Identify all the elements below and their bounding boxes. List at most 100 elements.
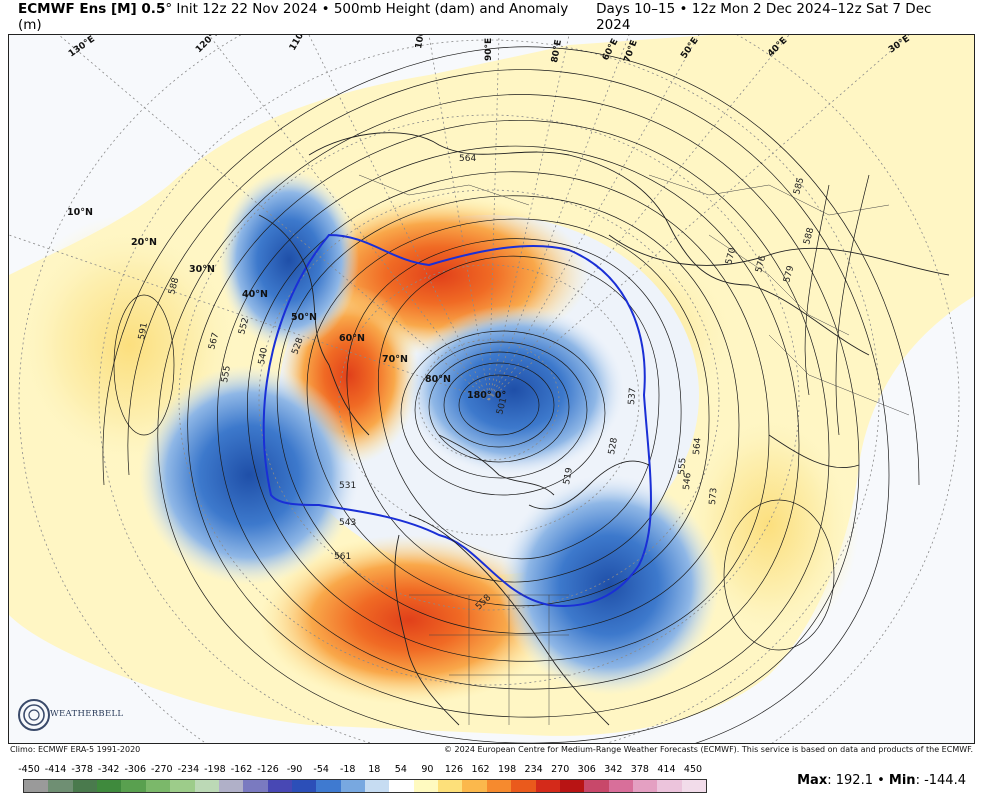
lat-label-70n: 70°N [382, 354, 408, 365]
colorbar-swatch [559, 780, 585, 792]
negative-anomaly-east-us [499, 475, 719, 695]
colorbar-tick-label: -450 [18, 764, 40, 775]
contour-label: 588 [802, 226, 816, 245]
colorbar-tick-label: -306 [124, 764, 147, 775]
map-panel: 10°N 20°N 30°N 40°N 50°N 60°N 70°N 80°N … [8, 34, 975, 744]
colorbar-tick-label: 126 [444, 764, 464, 775]
colorbar-swatch [511, 780, 536, 792]
max-label: Max [797, 773, 828, 788]
contour-label: 540 [257, 347, 270, 366]
thick-546-contour [262, 233, 652, 607]
colorbar-tick-label: 54 [394, 764, 407, 775]
weatherbell-logo: WEATHERBELL [14, 695, 123, 735]
contour-label: 519 [562, 467, 575, 486]
copyright-credit: © 2024 European Centre for Medium-Range … [444, 745, 973, 754]
negative-anomaly-arctic [404, 305, 624, 475]
polar-map: 10°N 20°N 30°N 40°N 50°N 60°N 70°N 80°N … [9, 35, 974, 743]
contour-label: 501 [495, 397, 509, 416]
logo-text: WEATHERBELL [50, 709, 124, 719]
contour-label: 546 [682, 472, 693, 490]
colorbar-tick-label: 450 [683, 764, 703, 775]
colorbar-tick-label: -18 [339, 764, 356, 775]
colorbar-swatches [23, 779, 707, 793]
contour-label: 588 [167, 276, 181, 295]
colorbar-swatch [243, 780, 268, 792]
lat-label-50n: 50°N [291, 312, 317, 323]
climo-credit: Climo: ECMWF ERA-5 1991-2020 [10, 745, 141, 754]
colorbar-tick-label: -162 [230, 764, 253, 775]
colorbar-tick-label: -342 [97, 764, 120, 775]
contour-label: 555 [677, 457, 688, 475]
contour-labels: 564 588 591 567 552 528 555 540 531 543 … [137, 154, 816, 612]
colorbar-swatch [608, 780, 633, 792]
degree-symbol: ° [165, 1, 173, 17]
contour-label: 579 [782, 264, 796, 283]
colorbar-tick-label: -126 [257, 764, 279, 775]
contour-label: 570 [724, 246, 738, 265]
lat-label-30n: 30°N [189, 264, 215, 275]
colorbar-tick-label: 306 [577, 764, 596, 775]
colorbar-swatch [48, 780, 73, 792]
colorbar-swatch [121, 780, 146, 792]
contour-label: 591 [137, 322, 150, 341]
negative-anomaly-east-asia [219, 170, 359, 350]
lon-label-80e: 80°E [550, 39, 564, 64]
contour-label: 528 [607, 437, 620, 456]
colorbar-swatch [218, 780, 244, 792]
colorbar-tick-label: 162 [471, 764, 490, 775]
contour-label: 543 [339, 518, 356, 528]
longitude-lines [9, 35, 910, 401]
contour-label: 564 [692, 437, 703, 455]
colorbar-tick-label: 234 [524, 764, 543, 775]
colorbar-swatch [389, 780, 414, 792]
colorbar-swatch [24, 780, 49, 792]
lat-label-80n: 80°N [425, 374, 451, 385]
contour-label: 561 [334, 552, 351, 562]
coastlines [258, 132, 950, 726]
contour-label: 531 [339, 481, 356, 491]
colorbar-swatch [291, 780, 317, 792]
header: ECMWF Ens [M] 0.5° Init 12z 22 Nov 2024 … [0, 0, 984, 34]
colorbar-swatch [145, 780, 171, 792]
contour-label: 564 [459, 154, 476, 164]
colorbar: -450 -414 -378 -342 -306 -270 -234 -198 -162 -126… [17, 764, 707, 800]
colorbar-swatch [413, 780, 439, 792]
colorbar-tick-labels: -450 -414 -378 -342 -306 -270 -234 -198 -162 -126… [17, 764, 707, 778]
colorbar-tick-label: -378 [71, 764, 93, 775]
latitude-circles [18, 35, 960, 743]
latitude-labels: 10°N 20°N 30°N 40°N 50°N 60°N 70°N 80°N … [67, 207, 506, 401]
pole-label: 180° 0° [467, 390, 506, 401]
negative-anomaly-pacific [139, 365, 359, 585]
lat-label-60n: 60°N [339, 333, 365, 344]
lat-label-10n: 10°N [67, 207, 93, 218]
colorbar-swatch [365, 780, 390, 792]
max-min-stats: Max: 192.1 • Min: -144.4 [797, 773, 966, 788]
colorbar-swatch [170, 780, 195, 792]
colorbar-swatch [535, 780, 560, 792]
colorbar-swatch [462, 780, 487, 792]
colorbar-swatch [194, 780, 219, 792]
colorbar-swatch [267, 780, 292, 792]
contour-label: 537 [627, 387, 638, 405]
contour-label: 552 [237, 317, 251, 336]
colorbar-tick-label: -414 [44, 764, 67, 775]
model-name: ECMWF Ens [M] 0.5 [18, 1, 166, 17]
colorbar-tick-label: 198 [498, 764, 517, 775]
country-borders [358, 174, 910, 725]
colorbar-tick-label: -90 [286, 764, 303, 775]
min-label: Min [888, 773, 916, 788]
contour-label: 585 [792, 177, 806, 196]
colorbar-tick-label: -198 [204, 764, 226, 775]
contour-label: 567 [207, 332, 221, 351]
colorbar-tick-label: 18 [368, 764, 381, 775]
swirl-icon [18, 699, 50, 731]
colorbar-swatch [657, 780, 682, 792]
colorbar-swatch [584, 780, 609, 792]
colorbar-tick-label: -234 [177, 764, 200, 775]
colorbar-swatch [681, 780, 707, 792]
lat-label-20n: 20°N [131, 237, 157, 248]
colorbar-tick-label: -54 [313, 764, 329, 775]
colorbar-swatch [97, 780, 122, 792]
contour-label: 555 [220, 365, 233, 384]
colorbar-swatch [72, 780, 98, 792]
